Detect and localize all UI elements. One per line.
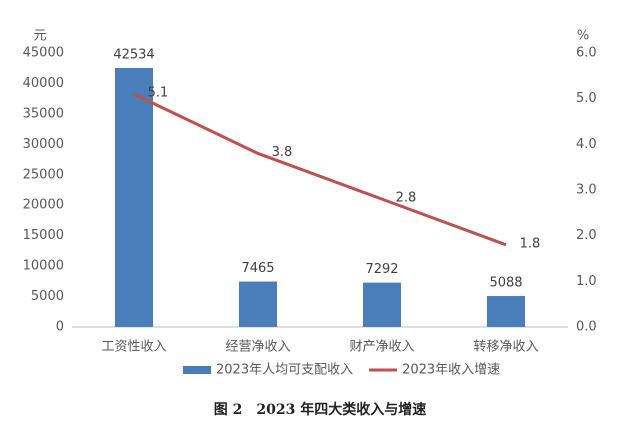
y-tick-label: 25000 <box>23 167 64 182</box>
y-tick-label: 5000 <box>31 289 64 304</box>
bar <box>363 282 401 327</box>
y-tick-label: 45000 <box>23 46 64 61</box>
y-tick-label: 40000 <box>23 76 64 91</box>
bar <box>115 68 153 327</box>
bar-value-label: 5088 <box>489 276 522 291</box>
line <box>133 92 507 247</box>
bar-value-label: 7292 <box>365 262 398 277</box>
y-tick-label: 30000 <box>23 137 64 152</box>
bar <box>239 281 277 327</box>
y-tick-label: 20000 <box>23 198 64 213</box>
y-tick-label: 10000 <box>23 259 64 274</box>
y2-tick-label: 4.0 <box>576 137 597 152</box>
y-tick-label: 15000 <box>23 228 64 243</box>
y2-tick-label: 1.0 <box>576 274 597 289</box>
bar <box>487 296 525 327</box>
y2-tick-label: 6.0 <box>576 46 597 61</box>
legend-label: 2023年人均可支配收入 <box>216 363 353 378</box>
y-axis-unit: 元 <box>33 29 46 44</box>
bar-value-label: 42534 <box>113 48 154 63</box>
y-tick-label: 35000 <box>23 106 64 121</box>
bar-value-label: 7465 <box>241 261 274 276</box>
y2-axis-unit: % <box>577 29 589 44</box>
legend-swatch <box>183 366 211 374</box>
y2-tick-label: 2.0 <box>576 228 597 243</box>
line-value-label: 3.8 <box>272 145 293 160</box>
x-tick-label: 经营净收入 <box>225 340 290 355</box>
y2-tick-label: 5.0 <box>576 91 597 106</box>
line-value-label: 2.8 <box>396 191 417 206</box>
caption: 图 2 2023 年四大类收入与增速 <box>214 401 426 418</box>
x-tick-label: 财产净收入 <box>349 340 414 355</box>
x-tick-label: 工资性收入 <box>101 340 166 355</box>
legend-label: 2023年收入增速 <box>402 363 500 378</box>
y2-tick-label: 3.0 <box>576 183 597 198</box>
y-tick-label: 0 <box>56 320 64 335</box>
y2-tick-label: 0.0 <box>576 320 597 335</box>
x-tick-label: 转移净收入 <box>473 340 538 355</box>
line-value-label: 1.8 <box>520 236 541 251</box>
line-value-label: 5.1 <box>148 86 169 101</box>
